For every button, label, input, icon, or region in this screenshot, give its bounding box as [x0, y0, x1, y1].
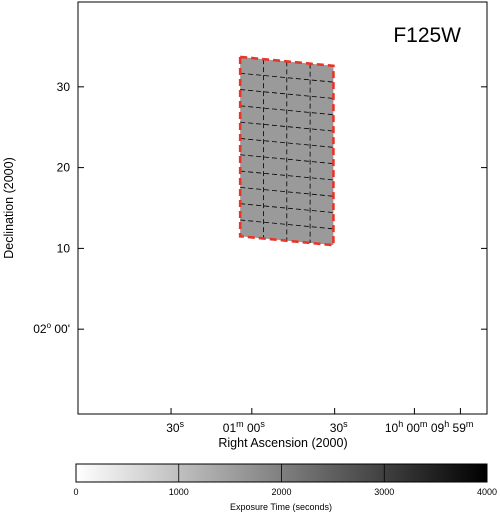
footprint-layer — [238, 55, 335, 247]
colorbar-tick-label: 1000 — [169, 487, 189, 497]
colorbar-tick-label: 3000 — [374, 487, 394, 497]
y-tick-label: 10 — [57, 241, 71, 255]
x-tick-label: 30s — [330, 419, 348, 435]
colorbar: 0 1000 2000 3000 4000 Exposure Time (seconds… — [73, 463, 497, 512]
y-tick-label: 20 — [57, 161, 71, 175]
x-tick-label: 30s — [166, 419, 184, 435]
x-tick-label: 09h 59m — [431, 419, 474, 435]
x-tick-label: 10h 00m — [385, 419, 428, 435]
y-tick-label: 02o 00' — [33, 321, 70, 336]
colorbar-tick-label: 0 — [73, 487, 78, 497]
colorbar-tick-label: 4000 — [477, 487, 497, 497]
y-tick-label: 30 — [57, 80, 71, 94]
x-tick-label: 01m 00s — [223, 419, 266, 435]
plot-frame — [77, 1, 488, 415]
y-axis-title: Declination (2000) — [2, 157, 16, 258]
x-axis-title: Right Ascension (2000) — [218, 436, 347, 450]
colorbar-tick-label: 2000 — [271, 487, 291, 497]
colorbar-title: Exposure Time (seconds) — [230, 502, 332, 512]
y-axis-ticks: 30 20 10 02o 00' — [33, 80, 487, 336]
colorbar-ticks: 0 1000 2000 3000 4000 — [73, 464, 497, 497]
filter-label: F125W — [393, 24, 461, 47]
